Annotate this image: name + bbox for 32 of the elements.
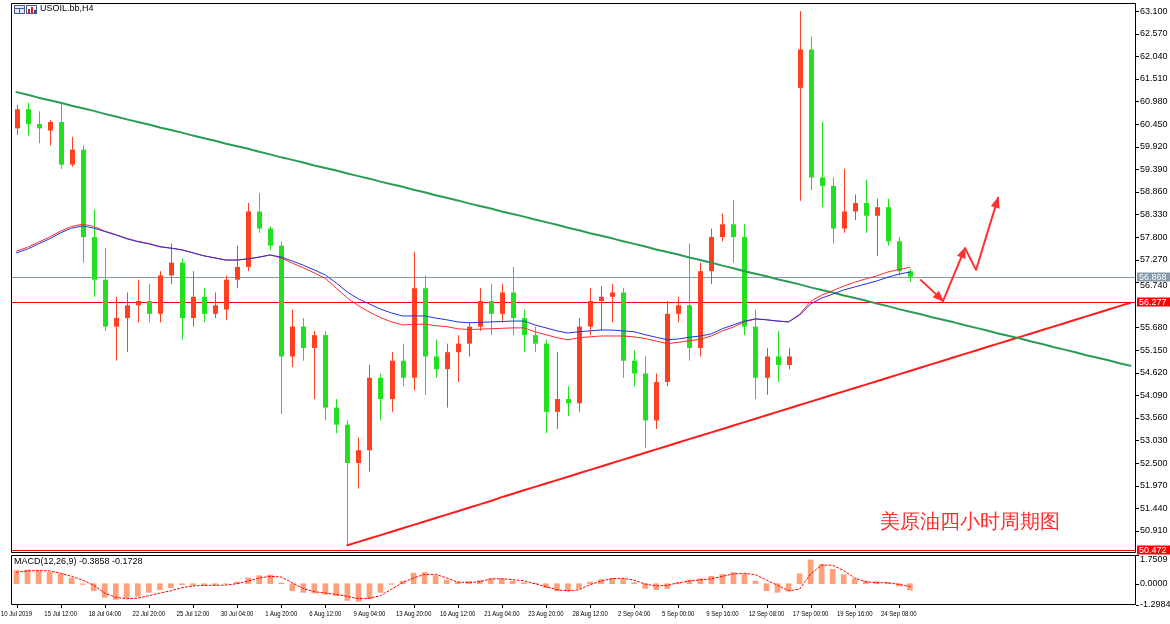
y-tick-label: 57.270 — [1140, 254, 1168, 265]
y-tick-label: 51.440 — [1140, 502, 1168, 513]
y-tick-label: 60.450 — [1140, 118, 1168, 129]
chart-title: MACD(12,26,9) -0.3858 -0.1728 — [14, 556, 143, 567]
y-tick-label: 59.920 — [1140, 141, 1168, 152]
y-tick-label: 56.740 — [1140, 280, 1168, 291]
y-tick-label: 58.860 — [1140, 186, 1168, 197]
y-tick-label: 62.040 — [1140, 50, 1168, 61]
ref-line-label: 50.472 — [1139, 544, 1167, 555]
y-tick-label: 55.680 — [1140, 321, 1168, 332]
y-tick-label: -1.2984 — [1140, 599, 1170, 610]
chart-title: USOIL.bb,H4 — [40, 3, 94, 14]
y-tick-label: 53.030 — [1140, 434, 1168, 445]
y-tick-label: 52.500 — [1140, 457, 1168, 468]
y-tick-label: 50.910 — [1140, 525, 1168, 536]
y-tick-label: 61.510 — [1140, 73, 1168, 84]
y-tick-label: 63.100 — [1140, 5, 1168, 16]
y-tick-label: 53.560 — [1140, 412, 1168, 423]
y-tick-label: 54.620 — [1140, 367, 1168, 378]
y-tick-label: 60.980 — [1140, 95, 1168, 106]
y-tick-label: 57.800 — [1140, 231, 1168, 242]
y-tick-label: 54.090 — [1140, 389, 1168, 400]
ref-line-label: 56.277 — [1139, 296, 1167, 307]
y-tick-label: 55.150 — [1140, 344, 1168, 355]
y-tick-label: 51.970 — [1140, 480, 1168, 491]
y-tick-label: 62.570 — [1140, 28, 1168, 39]
y-tick-label: 59.390 — [1140, 163, 1168, 174]
y-tick-label: 0.0000 — [1140, 578, 1168, 589]
annotation: 美原油四小时周期图 — [880, 509, 1060, 533]
ref-line-label: 56.868 — [1139, 271, 1167, 282]
y-tick-label: 58.330 — [1140, 208, 1168, 219]
y-tick-label: 1.7509 — [1140, 554, 1168, 565]
